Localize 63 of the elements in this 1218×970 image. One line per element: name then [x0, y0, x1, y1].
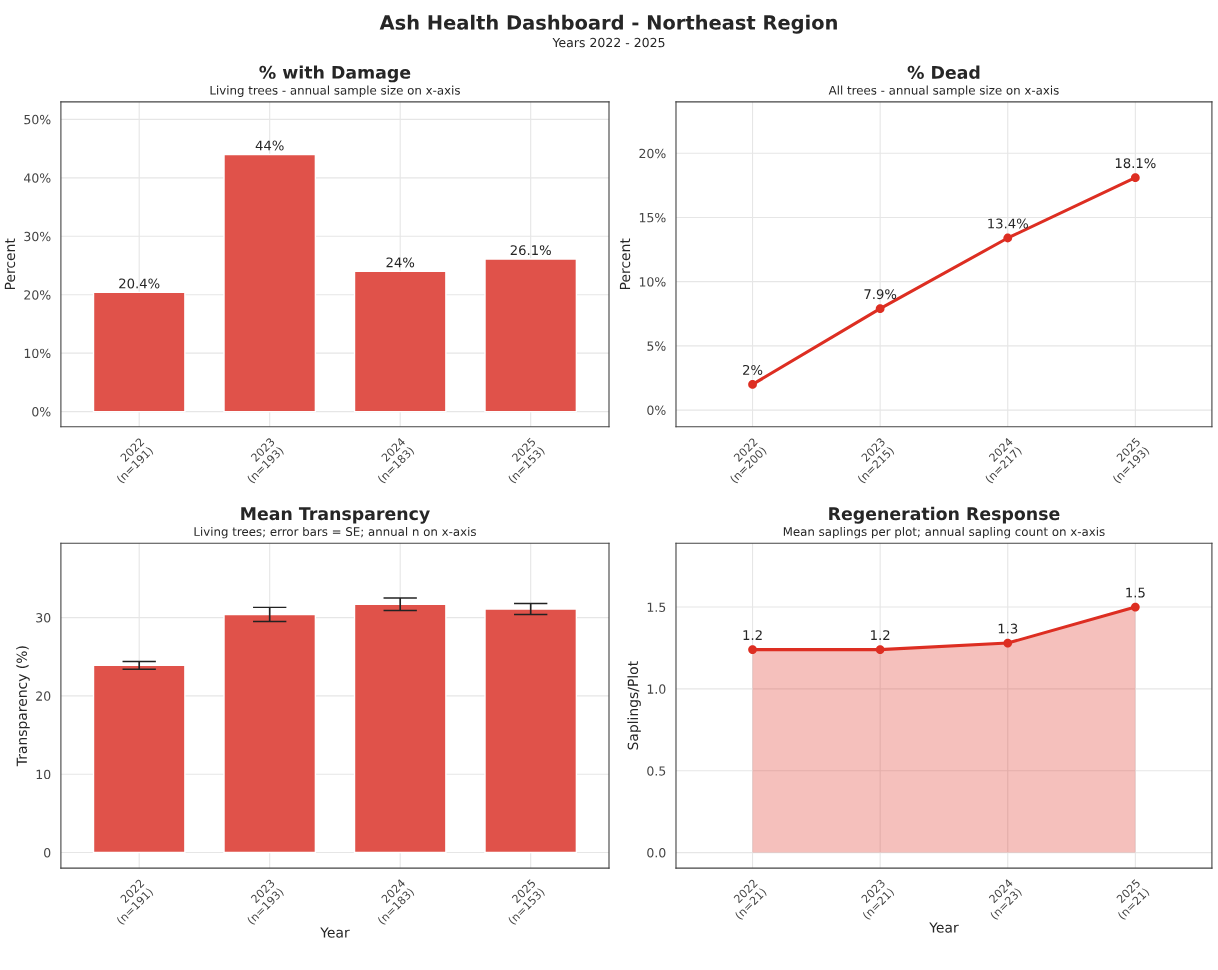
point: [1130, 173, 1140, 183]
bar: [92, 664, 186, 854]
chart-subtitle: Living trees; error bars = SE; annual n on x-axis: [194, 526, 476, 539]
y-tick-label: 20: [36, 691, 51, 701]
y-tick-label: 10%: [24, 348, 51, 359]
y-tick-label: 0: [44, 847, 51, 858]
y-axis-title: Saplings/Plot: [627, 661, 641, 750]
y-tick-label: 1.5: [647, 602, 666, 612]
chart-subtitle: Mean saplings per plot; annual sapling count on x-axis: [783, 526, 1105, 539]
y-tick-label: 50%: [24, 114, 51, 125]
y-tick-label: 10%: [639, 277, 666, 287]
y-tick-label: 0%: [32, 407, 51, 417]
bar: [353, 270, 447, 413]
point: [1003, 638, 1013, 648]
data-label: 2%: [743, 364, 763, 375]
y-axis-title: Percent: [619, 238, 631, 290]
y-tick-label: 0.5: [647, 766, 666, 776]
point: [875, 304, 885, 314]
data-label: 1.5: [1126, 587, 1145, 598]
chart-title: % with Damage: [259, 65, 411, 83]
y-tick-label: 1.0: [647, 684, 666, 694]
chart-subtitle: Living trees - annual sample size on x-axis: [210, 85, 460, 97]
y-tick-label: 40%: [24, 173, 51, 183]
x-axis-title: Year: [929, 922, 959, 933]
data-label: 20.4%: [119, 278, 160, 289]
point: [1130, 602, 1140, 612]
chart-title: Mean Transparency: [241, 507, 430, 524]
point: [1003, 233, 1013, 243]
data-label: 1.3: [998, 623, 1018, 634]
data-label: 24%: [386, 257, 415, 268]
y-tick-label: 10: [36, 769, 51, 780]
data-label: 1.2: [743, 630, 762, 640]
text: Years 2022 - 2025: [552, 37, 665, 48]
chart-title: % Dead: [907, 65, 980, 79]
text: Ash Health Dashboard - Northeast Region: [379, 14, 837, 34]
y-axis-title: Transparency (%): [16, 646, 30, 767]
point: [875, 645, 885, 654]
y-axis-title: Percent: [4, 238, 16, 290]
bar: [484, 608, 578, 854]
bar: [223, 613, 317, 854]
point: [748, 380, 757, 389]
bar: [353, 603, 447, 854]
y-tick-label: 30: [36, 613, 51, 623]
y-tick-label: 0.0: [647, 848, 666, 858]
chart-subtitle: All trees - annual sample size on x-axis: [828, 85, 1059, 97]
data-label: 7.9%: [864, 289, 897, 300]
y-tick-label: 15%: [639, 212, 666, 223]
y-tick-label: 30%: [24, 231, 51, 242]
bar: [223, 153, 317, 413]
y-tick-label: 5%: [647, 341, 666, 351]
y-tick-label: 0%: [647, 405, 666, 416]
data-label: 13.4%: [988, 218, 1028, 229]
y-tick-label: 20%: [639, 148, 666, 159]
bar: [484, 258, 578, 413]
point: [748, 645, 757, 654]
data-label: 26.1%: [510, 245, 551, 256]
data-label: 18.1%: [1115, 158, 1156, 169]
bar: [92, 291, 186, 413]
data-label: 1.2: [871, 630, 890, 640]
data-label: 44%: [255, 140, 284, 151]
x-axis-title: Year: [320, 927, 350, 938]
chart-title: Regeneration Response: [829, 506, 1060, 524]
y-tick-label: 20%: [24, 290, 51, 300]
